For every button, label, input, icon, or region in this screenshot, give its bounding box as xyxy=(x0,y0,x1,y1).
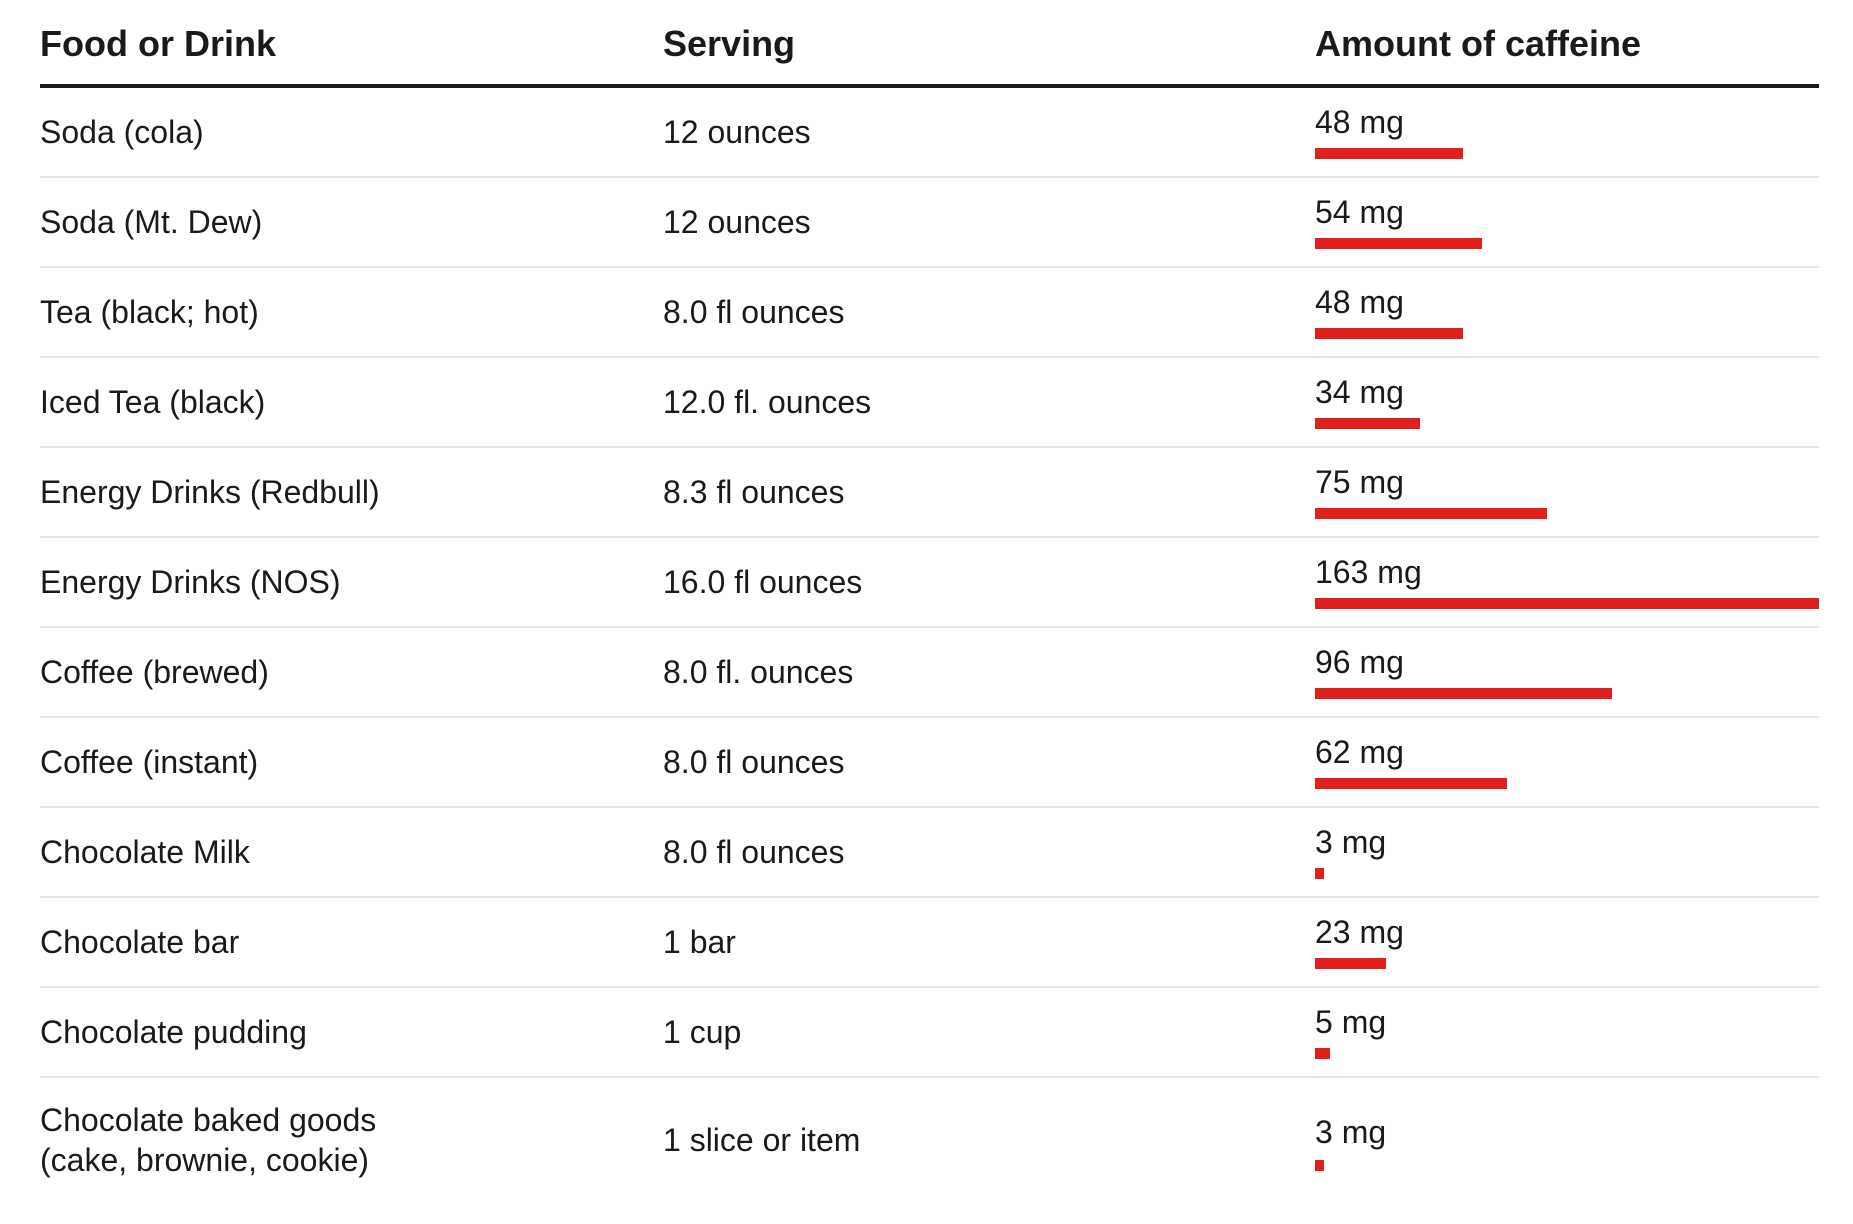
amount-cell: 3 mg xyxy=(1315,808,1819,896)
food-cell: Soda (Mt. Dew) xyxy=(40,204,263,240)
food-cell: Chocolate Milk xyxy=(40,834,250,870)
table-row: Chocolate Milk 8.0 fl ounces 3 mg xyxy=(40,808,1819,898)
table-row: Chocolate baked goods (cake, brownie, co… xyxy=(40,1078,1819,1202)
amount-cell: 75 mg xyxy=(1315,448,1819,536)
serving-cell: 12 ounces xyxy=(663,113,811,150)
serving-cell: 1 cup xyxy=(663,1013,742,1050)
serving-cell: 1 slice or item xyxy=(663,1121,861,1158)
caffeine-bar xyxy=(1315,1048,1330,1059)
serving-cell: 8.0 fl ounces xyxy=(663,293,845,330)
amount-label: 23 mg xyxy=(1315,914,1404,950)
caffeine-bar xyxy=(1315,598,1819,609)
food-cell: Energy Drinks (NOS) xyxy=(40,564,341,600)
amount-cell: 34 mg xyxy=(1315,358,1819,446)
caffeine-bar xyxy=(1315,1160,1324,1171)
table-row: Soda (cola) 12 ounces 48 mg xyxy=(40,88,1819,178)
amount-label: 3 mg xyxy=(1315,824,1387,860)
amount-label: 34 mg xyxy=(1315,374,1404,410)
caffeine-bar xyxy=(1315,328,1463,339)
amount-label: 48 mg xyxy=(1315,104,1404,140)
table-row: Soda (Mt. Dew) 12 ounces 54 mg xyxy=(40,178,1819,268)
food-cell: Coffee (instant) xyxy=(40,744,259,780)
caffeine-bar xyxy=(1315,238,1482,249)
amount-label: 96 mg xyxy=(1315,644,1404,680)
table-row: Energy Drinks (NOS) 16.0 fl ounces 163 mg xyxy=(40,538,1819,628)
serving-cell: 8.0 fl ounces xyxy=(663,743,845,780)
header-amount-of-caffeine: Amount of caffeine xyxy=(1315,23,1642,64)
food-cell: Iced Tea (black) xyxy=(40,384,266,420)
food-cell: Coffee (brewed) xyxy=(40,654,269,690)
amount-cell: 3 mg xyxy=(1315,1078,1819,1202)
amount-cell: 62 mg xyxy=(1315,718,1819,806)
amount-label: 5 mg xyxy=(1315,1004,1387,1040)
amount-cell: 163 mg xyxy=(1315,538,1819,626)
caffeine-bar xyxy=(1315,958,1386,969)
table-row: Chocolate bar 1 bar 23 mg xyxy=(40,898,1819,988)
table-body: Soda (cola) 12 ounces 48 mg Soda (Mt. Dew) 1… xyxy=(40,88,1819,1202)
header-food-or-drink: Food or Drink xyxy=(40,23,276,64)
table-row: Iced Tea (black) 12.0 fl. ounces 34 mg xyxy=(40,358,1819,448)
serving-cell: 12 ounces xyxy=(663,203,811,240)
serving-cell: 8.3 fl ounces xyxy=(663,473,845,510)
table-row: Tea (black; hot) 8.0 fl ounces 48 mg xyxy=(40,268,1819,358)
table-row: Chocolate pudding 1 cup 5 mg xyxy=(40,988,1819,1078)
food-cell: Chocolate pudding xyxy=(40,1014,307,1050)
food-cell: Chocolate bar xyxy=(40,924,240,960)
caffeine-table: Food or Drink Serving Amount of caffeine… xyxy=(40,0,1819,1202)
amount-cell: 5 mg xyxy=(1315,988,1819,1076)
serving-cell: 8.0 fl ounces xyxy=(663,833,845,870)
table-row: Coffee (brewed) 8.0 fl. ounces 96 mg xyxy=(40,628,1819,718)
serving-cell: 8.0 fl. ounces xyxy=(663,653,854,690)
caffeine-bar xyxy=(1315,688,1612,699)
amount-label: 54 mg xyxy=(1315,194,1404,230)
amount-label: 75 mg xyxy=(1315,464,1404,500)
amount-cell: 23 mg xyxy=(1315,898,1819,986)
table-row: Coffee (instant) 8.0 fl ounces 62 mg xyxy=(40,718,1819,808)
amount-cell: 48 mg xyxy=(1315,268,1819,356)
caffeine-bar xyxy=(1315,868,1324,879)
serving-cell: 12.0 fl. ounces xyxy=(663,383,872,420)
caffeine-bar xyxy=(1315,508,1547,519)
caffeine-bar xyxy=(1315,778,1507,789)
amount-cell: 48 mg xyxy=(1315,88,1819,176)
food-cell: Soda (cola) xyxy=(40,114,204,150)
amount-label: 3 mg xyxy=(1315,1114,1387,1150)
caffeine-bar xyxy=(1315,418,1420,429)
amount-label: 163 mg xyxy=(1315,554,1422,590)
food-cell: Chocolate baked goods (cake, brownie, co… xyxy=(40,1102,377,1178)
amount-label: 62 mg xyxy=(1315,734,1404,770)
amount-cell: 96 mg xyxy=(1315,628,1819,716)
table-row: Energy Drinks (Redbull) 8.3 fl ounces 75 m… xyxy=(40,448,1819,538)
header-serving: Serving xyxy=(663,23,796,64)
table-header-row: Food or Drink Serving Amount of caffeine xyxy=(40,0,1819,88)
amount-cell: 54 mg xyxy=(1315,178,1819,266)
amount-label: 48 mg xyxy=(1315,284,1404,320)
serving-cell: 1 bar xyxy=(663,923,736,960)
food-cell: Energy Drinks (Redbull) xyxy=(40,474,380,510)
serving-cell: 16.0 fl ounces xyxy=(663,563,863,600)
food-cell: Tea (black; hot) xyxy=(40,294,259,330)
caffeine-bar xyxy=(1315,148,1463,159)
